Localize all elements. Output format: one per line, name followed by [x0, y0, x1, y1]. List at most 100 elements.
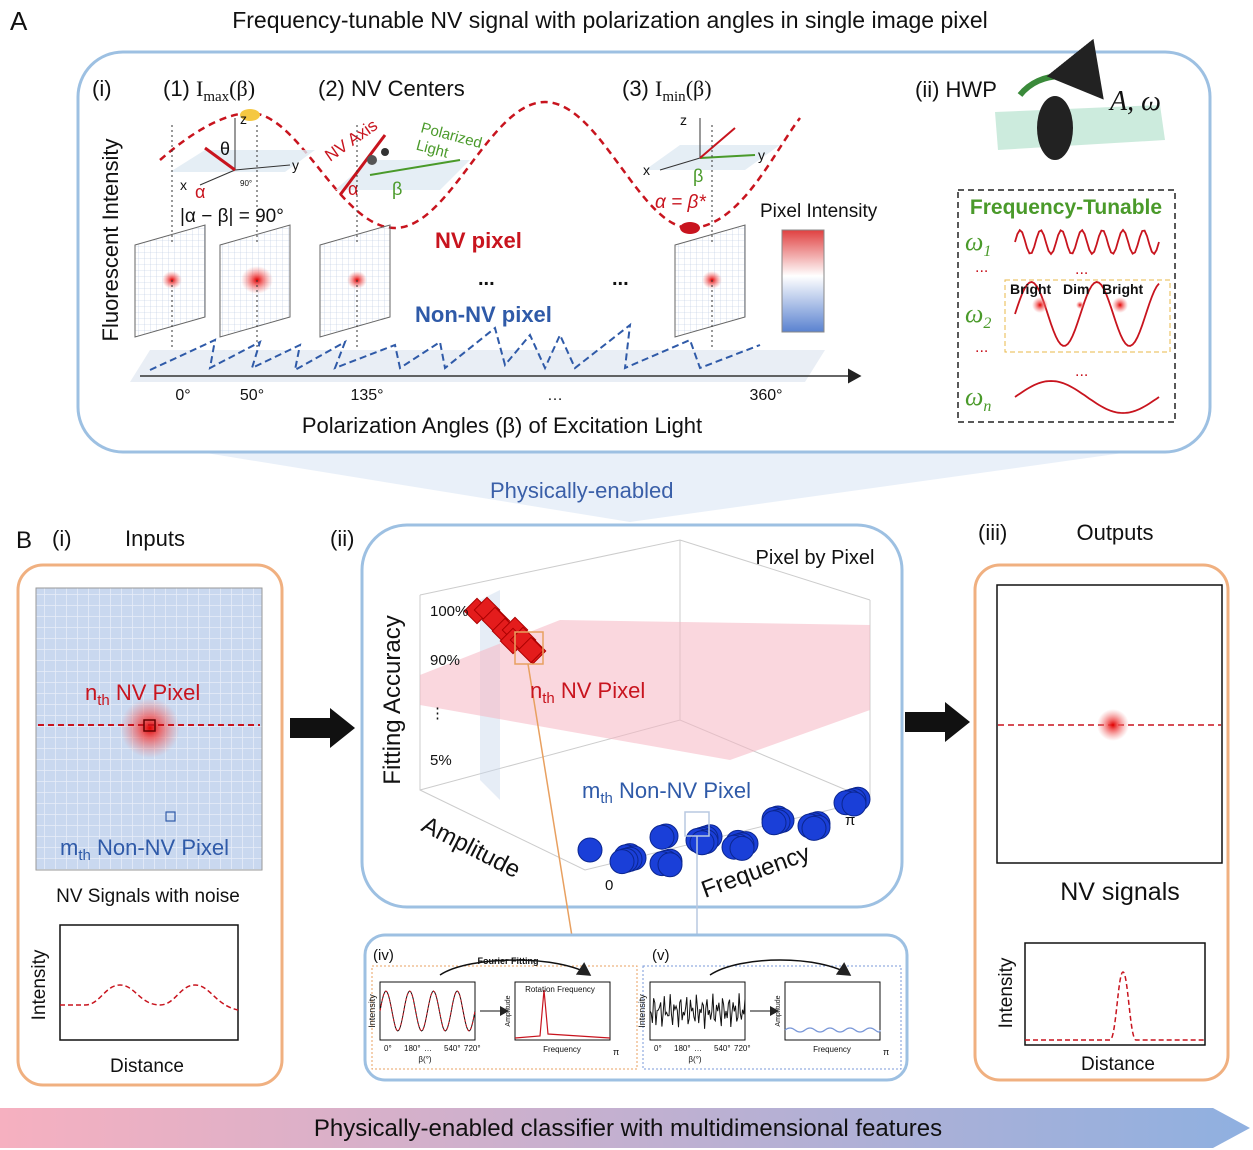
arrow: [905, 702, 970, 742]
non-nv-pixel-label: Non-NV pixel: [415, 302, 552, 327]
mini-tick: π: [613, 1047, 619, 1057]
frequency-title: Frequency-Tunable: [970, 196, 1162, 219]
ellipsis: ...: [478, 268, 495, 290]
mini-axis: Frequency: [543, 1045, 581, 1054]
mini-tick: 180°: [404, 1044, 421, 1053]
colorbar: [782, 230, 824, 332]
arrow: [290, 708, 355, 748]
angle-letter: θ: [220, 139, 230, 159]
axis-letter: x: [180, 177, 187, 193]
prefix: m: [60, 835, 78, 860]
section-title: Outputs: [1076, 520, 1153, 545]
label-text: NV Pixel: [110, 680, 200, 705]
subscript: max: [203, 89, 229, 105]
label-text: Non-NV Pixel: [613, 778, 751, 803]
ellipsis: ...: [975, 259, 988, 276]
label-text: Non-NV Pixel: [91, 835, 229, 860]
bright-spot: [1112, 297, 1128, 313]
sphere: [578, 838, 602, 862]
axis-letter: z: [680, 112, 687, 128]
symbol: ω: [965, 299, 983, 328]
angle-letter: β: [392, 179, 402, 199]
mini-axis: Intensity: [367, 994, 377, 1028]
mini-tick: 720°: [464, 1044, 481, 1053]
subscript: th: [542, 690, 555, 707]
mini-axis: β(°): [688, 1055, 701, 1064]
y-axis-label: Fluorescent Intensity: [98, 139, 123, 342]
mini-tick: 180°: [674, 1044, 691, 1053]
nv-spot: [120, 698, 180, 758]
mini-tick: 0°: [654, 1044, 662, 1053]
subscript: th: [97, 692, 110, 709]
bright-spot: [1032, 297, 1048, 313]
subscript: th: [600, 790, 613, 807]
fits-box: [365, 935, 907, 1080]
caption: NV Signals with noise: [56, 886, 240, 907]
panel-label: B: [16, 527, 32, 554]
relation: |α − β| = 90°: [180, 206, 284, 227]
x-axis-label: Polarization Angles (β) of Excitation Li…: [302, 413, 702, 438]
argument: (β): [686, 76, 712, 101]
atom: [381, 148, 389, 156]
sphere: [762, 811, 786, 835]
mini-axis: β(°): [418, 1055, 431, 1064]
symbol: I: [655, 76, 662, 101]
sphere: [802, 816, 826, 840]
label-text: NV Pixel: [555, 678, 645, 703]
ellipsis: ...: [1075, 261, 1088, 278]
angle-label: 0°: [175, 387, 190, 404]
mini-tick: …: [694, 1044, 702, 1053]
rotation-label: A, ω: [1108, 86, 1161, 117]
colorbar-label: Pixel Intensity: [760, 201, 878, 222]
dim-spot: [1076, 301, 1084, 309]
tick-label: 0: [605, 877, 613, 894]
argument: (β): [229, 76, 255, 101]
axis-label: Distance: [1081, 1054, 1155, 1075]
subscript: min: [662, 89, 686, 105]
mini-tick: 540°: [444, 1044, 461, 1053]
tick-label: 90%: [430, 652, 460, 669]
ellipsis: ...: [975, 339, 988, 356]
ellipsis: ...: [1075, 363, 1088, 380]
mini-axis: Frequency: [813, 1045, 851, 1054]
mini-tick: 0°: [384, 1044, 392, 1053]
angle-label: 135°: [350, 387, 383, 404]
dim-label: Dim: [1063, 281, 1089, 297]
figure: A Frequency-tunable NV signal with polar…: [0, 0, 1253, 1150]
mini-tick: …: [424, 1044, 432, 1053]
tick-label: 100%: [430, 603, 468, 620]
mini-tick: 540°: [714, 1044, 731, 1053]
sphere: [610, 850, 634, 874]
mini-tick: π: [883, 1047, 889, 1057]
mini-tick: 720°: [734, 1044, 751, 1053]
step-label: (2) NV Centers: [318, 76, 465, 101]
angle-label: 360°: [749, 387, 782, 404]
axis-letter: y: [292, 157, 299, 173]
sub-label: (i): [92, 76, 112, 101]
bright-label: Bright: [1102, 281, 1144, 297]
axis-label: Distance: [110, 1056, 184, 1077]
waveplate: [1037, 96, 1073, 160]
mini-axis: Intensity: [637, 994, 647, 1028]
sphere: [658, 853, 682, 877]
symbol: ω: [965, 382, 983, 411]
min-marker: [680, 222, 700, 234]
nv-spot: [1097, 709, 1129, 741]
subscript: n: [983, 398, 991, 415]
step-num: (3): [622, 76, 649, 101]
axis-letter: z: [240, 111, 247, 127]
sub-label: (v): [652, 947, 670, 964]
symbol: ω: [965, 227, 983, 256]
mini-title: Rotation Frequency: [525, 985, 595, 994]
step-num: (1): [163, 76, 190, 101]
panel-title: Frequency-tunable NV signal with polariz…: [232, 7, 988, 33]
section-title: Inputs: [125, 526, 185, 551]
angle-letter: α: [195, 182, 205, 202]
subscript: th: [78, 847, 91, 864]
footer: Physically-enabled classifier with multi…: [314, 1115, 942, 1142]
sub-label: (iv): [373, 947, 394, 964]
prefix: m: [582, 778, 600, 803]
sub-label: (iii): [978, 520, 1007, 545]
angle-label: …: [547, 387, 563, 404]
axis-label: Intensity: [29, 949, 50, 1020]
